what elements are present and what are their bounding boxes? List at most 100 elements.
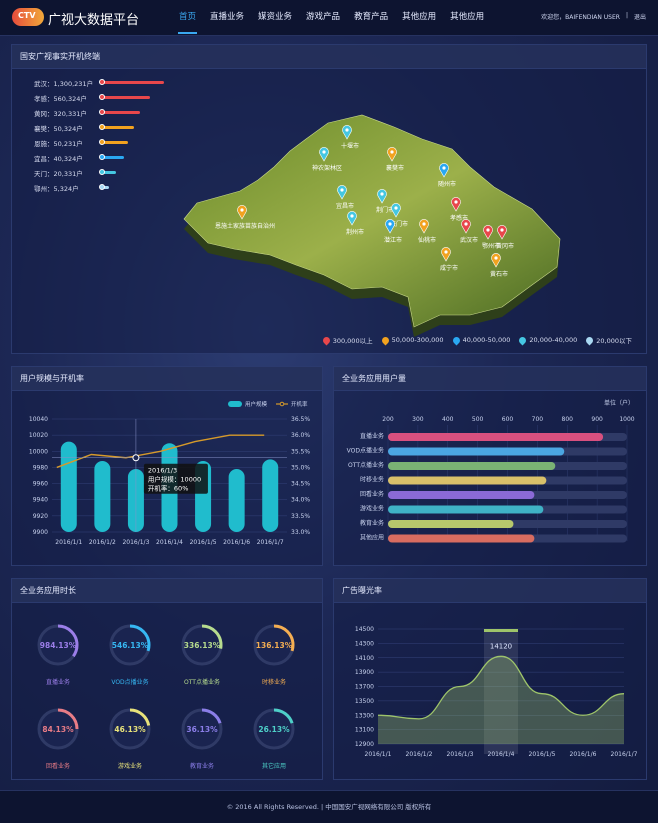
app-title: 广视大数据平台 xyxy=(48,13,140,28)
x-tick-label: 2016/1/4 xyxy=(488,751,515,758)
donut-value: 26.13% xyxy=(258,725,290,734)
y-tick-label: 9940 xyxy=(33,497,48,504)
map-pin-icon xyxy=(237,205,247,220)
y-tick-label: 13500 xyxy=(355,698,374,705)
rank-item: 黄冈：320,331户 xyxy=(34,105,164,120)
pin-icon xyxy=(451,335,462,345)
x-tick-label: 700 xyxy=(532,416,544,423)
nav-item-media[interactable]: 媒资业务 xyxy=(258,12,293,22)
welcome-text: 欢迎您，BAIFENDIAN USER xyxy=(541,14,620,21)
donut-value: 336.13% xyxy=(184,641,221,650)
map-pin-icon xyxy=(497,225,507,240)
donut-value: 546.13% xyxy=(112,641,149,650)
app-users-panel: 全业务应用用户量 单位（户） 200 300 400 500 600 700 800 900 10… xyxy=(333,366,647,566)
map-pin-dot xyxy=(494,256,498,260)
donut-label: 回看业务 xyxy=(45,763,70,770)
logo-text: CTV xyxy=(18,11,36,20)
map-panel: 国安广视事实开机终端 武汉：1,300,231户 孝感：560,324户 黄冈：32… xyxy=(11,44,647,354)
rank-item: 宜昌：40,324户 xyxy=(34,150,164,165)
duration-donut: 336.13% OTT点播业务 xyxy=(180,623,224,686)
donut-value: 84.13% xyxy=(42,725,74,734)
map-pin-dot xyxy=(240,208,244,212)
map-pin-icon xyxy=(491,253,501,268)
nav-item-games[interactable]: 游戏产品 xyxy=(306,12,341,22)
legend-label: 40,000-50,000 xyxy=(462,336,511,344)
unit-label: 单位（户） xyxy=(604,399,634,407)
rank-label: 黄冈：320,331户 xyxy=(34,109,87,118)
duration-donut: 26.13% 其它应用 xyxy=(252,707,296,770)
rank-list: 武汉：1,300,231户 孝感：560,324户黄冈：320,331户襄樊：50… xyxy=(34,75,164,195)
user-scale-chart: 9900 9920 9940 9960 9980 10000 10020 10040 33.0%… xyxy=(29,400,310,546)
legend-label: 20,000以下 xyxy=(596,337,632,345)
app-users-chart: 单位（户） 200 300 400 500 600 700 800 900 1000 直播业务 VOD… xyxy=(347,399,635,543)
x-tick-label: 2016/1/7 xyxy=(257,539,284,546)
nav-item-other-2[interactable]: 其他应用 xyxy=(450,12,485,22)
bar xyxy=(388,462,556,470)
rank-label: 天门：20,331户 xyxy=(34,169,83,178)
y-tick-label: 13100 xyxy=(355,727,374,734)
map-shape xyxy=(183,114,561,328)
rank-bar xyxy=(99,109,140,115)
donut-value: 984.13% xyxy=(40,641,77,650)
map-pin-icon xyxy=(441,247,451,262)
category-label: 回看业务 xyxy=(360,490,384,498)
duration-donut: 46.13% 游戏业务 xyxy=(108,707,152,770)
pin-icon xyxy=(517,335,528,345)
y2-tick-label: 35.5% xyxy=(291,448,310,455)
tooltip-date: 2016/1/3 xyxy=(148,467,177,475)
y-tick-label: 13700 xyxy=(355,684,374,691)
pin-icon xyxy=(380,335,391,345)
city-label: 潜江市 xyxy=(384,236,402,244)
category-label: 其他应用 xyxy=(360,534,384,542)
duration-donut: 84.13% 回看业务 xyxy=(36,707,80,770)
rank-label: 恩施：50,231户 xyxy=(34,139,83,148)
user-scale-title: 用户规模与开机率 xyxy=(12,367,322,391)
y-tick-label: 14500 xyxy=(355,626,374,633)
map-legend: 300,000以上 50,000-300,000 40,000-50,000 20,0… xyxy=(321,335,632,345)
map-pin-icon xyxy=(391,203,401,218)
nav-item-education[interactable]: 教育产品 xyxy=(354,12,389,22)
tooltip-line2: 开机率：60% xyxy=(148,484,188,493)
city-label: 宜昌市 xyxy=(336,202,354,210)
legend-item: 20,000-40,000 xyxy=(517,335,577,345)
user-scale-panel: 用户规模与开机率 9900 9920 9940 9960 9980 10000 10020 1… xyxy=(11,366,323,566)
legend-item: 40,000-50,000 xyxy=(451,335,511,345)
highlight-value: 14120 xyxy=(490,642,512,650)
nav-item-live[interactable]: 直播业务 xyxy=(210,12,245,22)
x-tick-label: 2016/1/2 xyxy=(89,539,116,546)
y2-tick-label: 36.5% xyxy=(291,416,310,423)
city-label: 武汉市 xyxy=(460,236,478,244)
donut-arc xyxy=(109,624,151,666)
bar xyxy=(388,534,535,543)
rank-item: 孝感：560,324户 xyxy=(34,90,164,105)
map-pin-icon xyxy=(319,147,329,162)
duration-panel: 全业务应用时长 984.13% 直播业务 546.13% VOD点播业务 336.13%… xyxy=(11,578,323,780)
bar xyxy=(60,441,77,532)
rank-item: 襄樊：50,324户 xyxy=(34,120,164,135)
y-tick-label: 13300 xyxy=(355,712,374,719)
top-bar: CTV 广视大数据平台 首页 直播业务 媒资业务 游戏产品 教育产品 其他应用 … xyxy=(0,0,658,36)
rank-item: 天门：20,331户 xyxy=(34,165,164,180)
nav-item-home[interactable]: 首页 xyxy=(172,0,203,36)
logo: CTV xyxy=(12,8,44,26)
donut-label: 游戏业务 xyxy=(117,763,142,770)
map-pin-dot xyxy=(442,166,446,170)
map-pin-dot xyxy=(350,214,354,218)
map-pin-icon xyxy=(451,197,461,212)
line-series xyxy=(56,434,265,469)
donut-ring: 36.13% xyxy=(181,708,223,750)
city-label: 神农架林区 xyxy=(312,164,342,172)
nav-item-other-1[interactable]: 其他应用 xyxy=(402,12,437,22)
rank-bar xyxy=(99,94,150,100)
map-pin-icon xyxy=(419,219,429,234)
logout-link[interactable]: 退出 xyxy=(633,14,646,21)
bar xyxy=(388,476,547,485)
map-pin-dot xyxy=(464,222,468,226)
x-tick-label: 900 xyxy=(591,416,603,423)
rank-item: 武汉：1,300,231户 xyxy=(34,75,164,90)
y2-tick-label: 34.0% xyxy=(291,497,310,504)
x-tick-label: 2016/1/4 xyxy=(156,539,183,546)
tooltip-box xyxy=(143,463,208,494)
donut-ring: 336.13% xyxy=(181,624,223,666)
